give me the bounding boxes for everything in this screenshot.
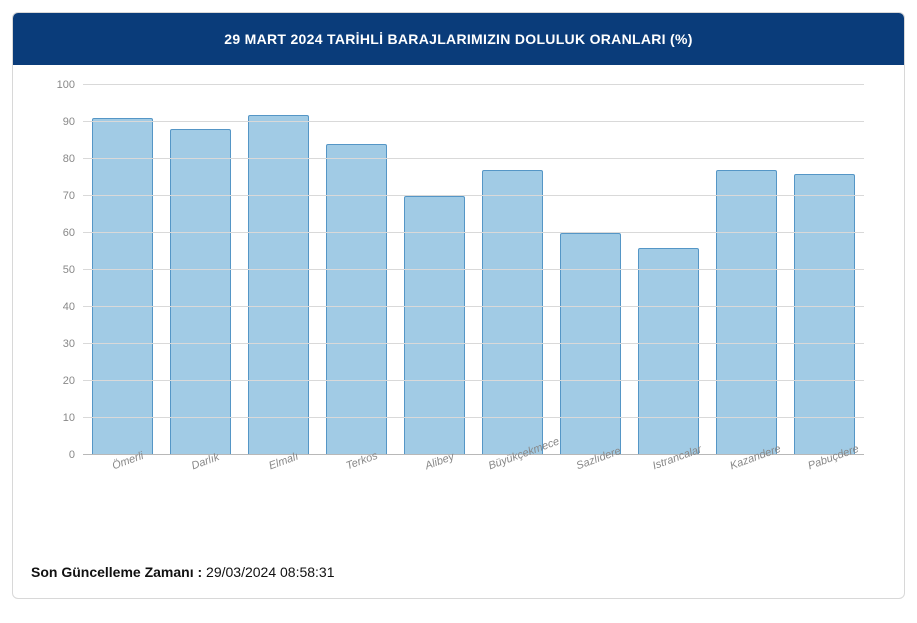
chart-title: 29 MART 2024 TARİHLİ BARAJLARIMIZIN DOLU… [13, 13, 904, 65]
grid-line [83, 84, 864, 85]
bar [248, 115, 309, 455]
y-tick-label: 50 [63, 264, 75, 276]
grid-line [83, 158, 864, 159]
bar-slot [239, 85, 317, 455]
grid-line [83, 380, 864, 381]
last-update-value: 29/03/2024 08:58:31 [202, 564, 334, 580]
x-label-slot: Darlık [161, 455, 239, 515]
y-tick-label: 90 [63, 116, 75, 128]
chart-area: 0102030405060708090100 ÖmerliDarlıkElmal… [13, 65, 904, 554]
y-tick-label: 80 [63, 153, 75, 165]
y-tick-label: 20 [63, 375, 75, 387]
bar [170, 129, 231, 455]
grid-line [83, 269, 864, 270]
grid-line [83, 232, 864, 233]
y-tick-label: 10 [63, 412, 75, 424]
x-label-slot: Pabuçdere [786, 455, 864, 515]
bar-slot [83, 85, 161, 455]
y-tick-label: 40 [63, 301, 75, 313]
grid-line [83, 121, 864, 122]
bar [560, 233, 621, 455]
bar [92, 118, 153, 455]
bar-slot [317, 85, 395, 455]
bar [482, 170, 543, 455]
x-label-slot: Büyükçekmece [473, 455, 551, 515]
bar [638, 248, 699, 455]
bar-slot [161, 85, 239, 455]
bar [326, 144, 387, 455]
bars-container [83, 85, 864, 455]
x-label-slot: Sazlıdere [552, 455, 630, 515]
last-update-label: Son Güncelleme Zamanı : [31, 564, 202, 580]
grid-line [83, 306, 864, 307]
bar-slot [473, 85, 551, 455]
bar [794, 174, 855, 455]
grid-line [83, 343, 864, 344]
plot-region: 0102030405060708090100 [83, 85, 864, 455]
y-tick-label: 30 [63, 338, 75, 350]
x-tick-label: Darlık [190, 451, 221, 472]
grid-line [83, 417, 864, 418]
x-axis-labels: ÖmerliDarlıkElmalıTerkosAlibeyBüyükçekme… [83, 455, 864, 515]
last-update: Son Güncelleme Zamanı : 29/03/2024 08:58… [13, 554, 904, 598]
bar-slot [630, 85, 708, 455]
y-tick-label: 100 [57, 79, 75, 91]
x-label-slot: Terkos [317, 455, 395, 515]
dashboard-card: 29 MART 2024 TARİHLİ BARAJLARIMIZIN DOLU… [12, 12, 905, 599]
bar-slot [786, 85, 864, 455]
x-label-slot: Ömerli [83, 455, 161, 515]
y-tick-label: 70 [63, 190, 75, 202]
bar-slot [395, 85, 473, 455]
x-label-slot: Elmalı [239, 455, 317, 515]
x-label-slot: Alibey [395, 455, 473, 515]
y-tick-label: 60 [63, 227, 75, 239]
grid-line [83, 195, 864, 196]
bar-slot [708, 85, 786, 455]
x-label-slot: Istrancalar [630, 455, 708, 515]
bar-chart: 0102030405060708090100 [83, 85, 864, 455]
y-tick-label: 0 [69, 449, 75, 461]
x-label-slot: Kazandere [708, 455, 786, 515]
bar-slot [552, 85, 630, 455]
bar [716, 170, 777, 455]
